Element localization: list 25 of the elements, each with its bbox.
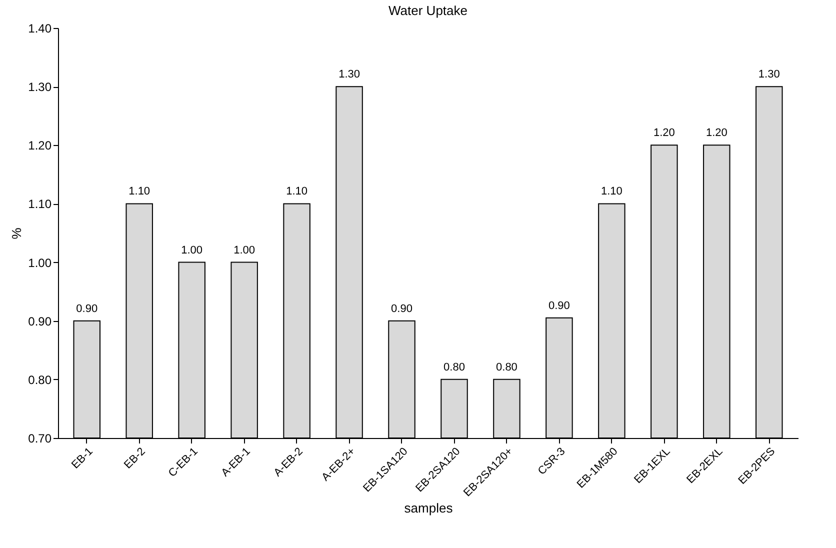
- data-label: 1.00: [181, 244, 203, 256]
- y-tick-label: 1.40: [28, 22, 52, 36]
- data-label: 0.90: [548, 300, 570, 312]
- data-label: 1.30: [338, 68, 360, 81]
- y-axis-title: %: [9, 227, 24, 240]
- data-label: 0.80: [444, 361, 465, 374]
- y-tick-label: 1.00: [28, 256, 52, 270]
- data-label: 1.20: [653, 127, 675, 140]
- data-label: 1.00: [234, 244, 256, 256]
- data-label: 0.90: [76, 302, 98, 315]
- y-tick-label: 0.90: [28, 314, 52, 328]
- data-label: 1.10: [600, 186, 622, 198]
- y-tick-label: 1.20: [28, 138, 52, 153]
- x-axis-title: samples: [404, 500, 454, 516]
- data-label: 0.80: [496, 361, 518, 374]
- y-tick-label: 1.30: [28, 80, 52, 94]
- chart-title: Water Uptake: [388, 3, 468, 18]
- y-tick-label: 0.70: [28, 432, 52, 446]
- y-tick-label: 0.80: [28, 372, 52, 387]
- y-tick-label: 1.10: [28, 197, 52, 212]
- data-label: 1.10: [128, 186, 150, 198]
- data-label: 1.30: [758, 68, 780, 81]
- data-label: 1.10: [286, 186, 308, 198]
- data-label: 0.90: [391, 302, 412, 315]
- data-label: 1.20: [706, 127, 728, 140]
